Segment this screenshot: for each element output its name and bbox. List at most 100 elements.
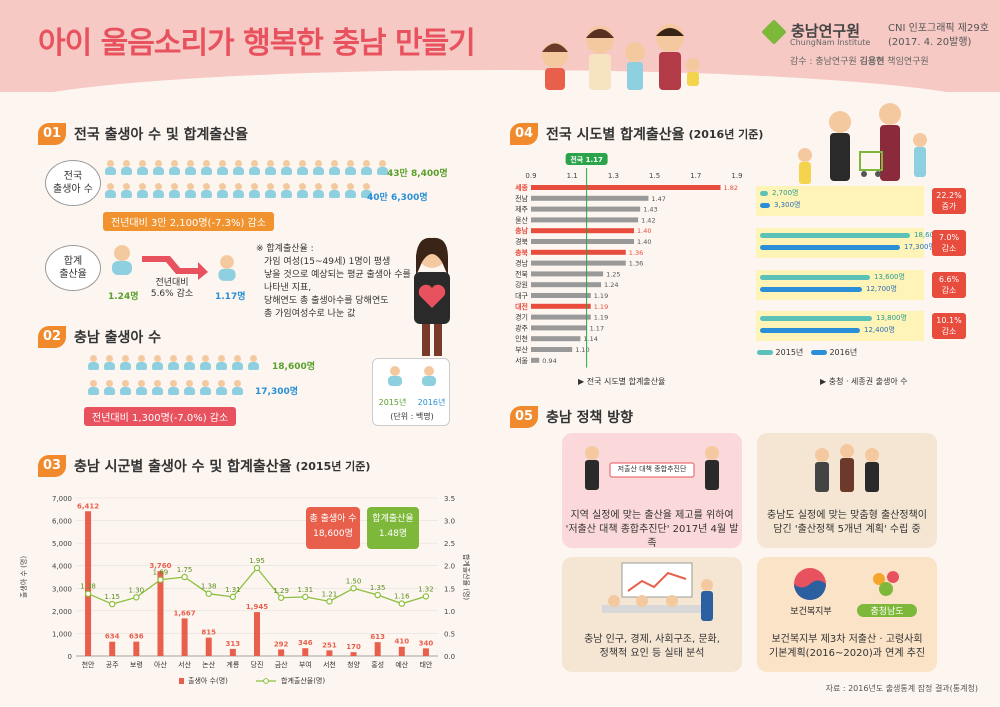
- tfr-point: [277, 594, 285, 601]
- baby-icon: [135, 183, 150, 199]
- region-bar: [531, 293, 591, 298]
- region-label: 충남: [515, 226, 528, 235]
- section-number: 05: [510, 406, 538, 428]
- section-heading: 전국 출생아 수 및 합계출산율: [74, 127, 249, 143]
- bar-value-label: 292: [274, 640, 289, 648]
- category-label: 예산: [395, 660, 408, 669]
- tfr-value-label: 1.75: [177, 566, 193, 574]
- region-label: 강원: [515, 280, 528, 289]
- y-tick-label: 3,000: [52, 585, 72, 593]
- region-label: 전북: [515, 269, 528, 278]
- legend-line-marker: [263, 678, 269, 684]
- region-value-label: 1.40: [637, 238, 651, 246]
- x-tick-label: 1.1: [567, 172, 578, 180]
- section-number: 02: [38, 326, 66, 348]
- x-tick-label: 1.3: [608, 172, 619, 180]
- baby-icon: [263, 183, 278, 199]
- bar: [85, 511, 92, 656]
- baby-icon: [118, 380, 133, 396]
- y-axis-title: 출생아 수 (명): [19, 556, 28, 598]
- value-2015: 18,600명: [914, 231, 945, 239]
- category-label: 당진: [251, 660, 264, 669]
- decrease-arrow-icon: [142, 256, 208, 280]
- supervisor-suffix: 책임연구원: [884, 57, 929, 67]
- baby-icon: [230, 380, 245, 396]
- tfr-definition-note: ※ 합계출산율 : 가임 여성(15~49세) 1명이 평생 낳을 것으로 예상…: [256, 243, 411, 321]
- category-label: 계룡: [226, 660, 239, 669]
- baby-icon: [119, 183, 134, 199]
- x-tick-label: 1.7: [690, 172, 701, 180]
- tfr-point: [133, 594, 140, 601]
- total-births-box: 총 출생아 수 18,600명: [306, 507, 360, 549]
- baby-icon: [214, 355, 229, 371]
- region-value-label: 0.94: [542, 357, 556, 365]
- caption-text: 전국 시도별 합계출산율: [586, 377, 666, 386]
- section-3-title: 03 충남 시군별 출생아 수 및 합계출산율 (2015년 기준): [38, 455, 370, 477]
- y2-tick-label: 2.0: [444, 563, 455, 571]
- policy-panel-4: 보건복지부 충청남도 보건복지부 제3차 저출산 · 고령사회 기본계획(201…: [757, 557, 937, 672]
- change-badge: 6.6% 감소: [932, 272, 966, 298]
- issue-number: CNI 인포그래픽 제29호: [888, 23, 989, 34]
- category-label: 보령: [130, 661, 143, 669]
- section-number: 01: [38, 123, 66, 145]
- section-subheading: (2015년 기준): [295, 460, 371, 473]
- bar: [326, 650, 333, 656]
- section-2-title: 02 충남 출생아 수: [38, 326, 161, 348]
- baby-large-icon: [112, 245, 132, 275]
- bar: [350, 652, 357, 656]
- ministry-logo-icon: [794, 568, 826, 600]
- baby-icon: [103, 160, 118, 176]
- baby-small-icon: [218, 255, 236, 281]
- policy-panel-1: 저출산 대책 종합추진단 지역 실정에 맞는 출산율 제고를 위하여 '저출산 …: [562, 433, 742, 549]
- national-births-change: 전년대비 3만 2,100명(-7.3%) 감소: [103, 212, 274, 231]
- regional-tfr-chart: 0.9 1.1 1.3 1.5 1.7 1.9 세종 1.82 전남 1.47 제주 1.43 울산 1.…: [515, 153, 743, 368]
- value-2016: 12,400명: [864, 326, 895, 334]
- region-label: 서울: [515, 356, 528, 365]
- policy-panel-2: 충남도 실정에 맞는 맞춤형 출산정책이 담긴 '출산정책 5개년 계획' 수립…: [757, 433, 937, 548]
- region-label: 제주: [515, 206, 528, 214]
- bar-value-label: 815: [201, 629, 216, 637]
- issue-date: (2017. 4. 20발행): [888, 37, 972, 48]
- category-label: 천안: [82, 660, 95, 669]
- region-value-label: 1.42: [641, 216, 655, 224]
- region-label: 경남: [515, 259, 528, 268]
- bar: [278, 649, 285, 656]
- tfr-value-label: 1.69: [153, 569, 169, 577]
- logo-mark-icon: [761, 18, 787, 45]
- ministry-name: 보건복지부: [790, 607, 832, 617]
- baby-icon-row: [103, 160, 390, 176]
- y2-tick-label: 1.0: [444, 608, 455, 616]
- bar: [205, 637, 212, 656]
- tfr-point: [398, 600, 405, 607]
- tfr-point: [84, 590, 92, 597]
- legend-box: 2015년 2016년 (단위 : 백명): [372, 358, 450, 426]
- bar-value-label: 6,412: [77, 502, 99, 510]
- legend-2016-text: 2016년: [829, 348, 858, 357]
- baby-icon: [182, 380, 197, 396]
- note-line: 총 가임여성수로 나눈 값: [264, 309, 356, 319]
- region-bar: [531, 185, 721, 190]
- region-bar: [531, 347, 573, 352]
- baby-icon: [246, 355, 261, 371]
- baby-icon: [343, 160, 358, 176]
- y-tick-label: 6,000: [52, 518, 72, 526]
- tfr-point: [229, 593, 237, 601]
- tfr-point: [326, 598, 333, 605]
- value-2015: 2,700명: [772, 189, 799, 197]
- legend-2015-text: 2015년: [775, 348, 804, 357]
- baby-icon: [343, 183, 358, 199]
- baby-icon: [102, 380, 117, 396]
- category-label: 청양: [347, 661, 360, 669]
- change-badge: 10.1% 감소: [932, 313, 966, 339]
- region-bar: [531, 239, 634, 244]
- policy-text-2: 충남도 실정에 맞는 맞춤형 출산정책이 담긴 '출산정책 5개년 계획' 수립…: [767, 510, 927, 535]
- bar: [398, 646, 405, 656]
- baby-icon-row: [103, 183, 374, 199]
- tfr-value-label: 1.15: [104, 593, 120, 601]
- category-label: 아산: [154, 660, 167, 669]
- bar-value-label: 170: [346, 643, 361, 651]
- bar-2016: [760, 203, 770, 208]
- bar: [302, 648, 309, 656]
- region-bar: [531, 282, 602, 288]
- tfr-value-label: 1.21: [322, 590, 338, 598]
